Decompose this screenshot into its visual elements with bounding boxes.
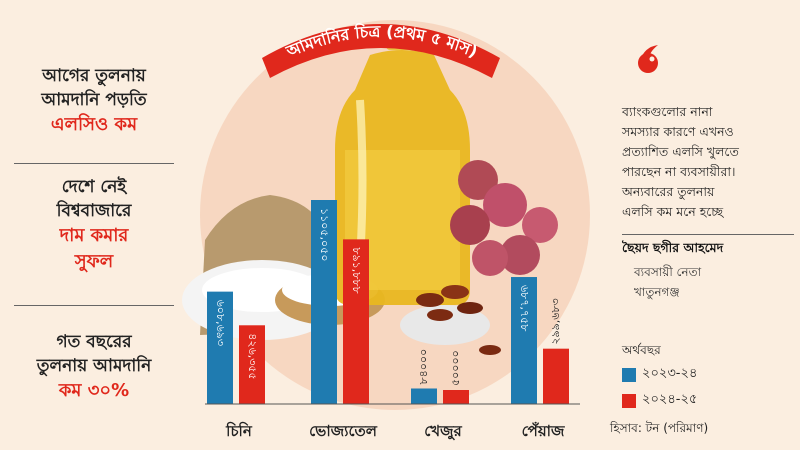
author-location: খাতুনগঞ্জ [634, 285, 680, 299]
chart-title: আমদানির চিত্র (প্রথম ৫ মাস) [283, 21, 481, 61]
background-circle [200, 20, 590, 410]
bar-value-label: ৫০০০০ [449, 350, 462, 386]
onion-illustration [450, 160, 558, 276]
sugar-sack-illustration [182, 195, 342, 340]
bar-value-label: ৪২৬,৩৫৫ [246, 333, 259, 379]
quote-line: পারছেন না ব্যবসায়ীরা। [622, 164, 736, 179]
legend-swatch [622, 367, 636, 382]
legend-item-2023: ২০২৩-২৪ [622, 364, 697, 385]
fact-2-line-2: বিশ্ববাজারে [56, 201, 132, 221]
fact-block-3: গত বছরের তুলনায় আমদানি কম ৩০% [8, 330, 180, 404]
bar-value-label: ৮৪০০০ [417, 349, 430, 385]
unit-note: হিসাব: টন (পরিমাণ) [610, 421, 709, 435]
quote-line: অন্যবারের তুলনায় [622, 184, 715, 199]
left-panel: আগের তুলনায় আমদানি পড়তি এলসিও কম দেশে … [0, 0, 190, 450]
author-role-line: ব্যবসায়ী নেতা [634, 265, 702, 279]
category-label: পেঁয়াজ [521, 422, 565, 440]
bar-value-label: ৮৯১,৮৮৮ [350, 247, 363, 293]
quote-author-role: ব্যবসায়ী নেতা খাতুনগঞ্জ [634, 262, 701, 302]
title-ribbon: আমদানির চিত্র (প্রথম ৫ মাস) [262, 21, 500, 78]
fact-2-line-1: দেশে নেই [61, 177, 127, 197]
legend-label: ২০২৩-২৪ [642, 366, 698, 381]
category-label: ভোজ্যতেল [309, 422, 377, 440]
fact-2-highlight-2: সুফল [74, 251, 114, 272]
quote-line: এলসি কম মনে হচ্ছে [622, 204, 724, 219]
fact-3-line-2: তুলনায় আমদানি [36, 356, 152, 376]
fact-3-line-1: গত বছরের [56, 332, 132, 352]
fact-block-1: আগের তুলনায় আমদানি পড়তি এলসিও কম [8, 64, 180, 138]
fact-1-line-1: আগের তুলনায় [42, 66, 146, 86]
fact-2-highlight-1: দাম কমার [59, 225, 129, 246]
bar-value-label: ২৯৯,৬৮৩ [549, 298, 562, 344]
quote-line: প্রত্যাশিত এলসি খুলতে [622, 144, 739, 159]
bar-2023-24 [311, 200, 337, 404]
fact-1-highlight: এলসিও কম [50, 114, 138, 135]
bar-2024-25 [443, 390, 469, 404]
bars: ৬০৮,৬৯৩ ৪২৬,৩৫৫ ১১০৫,০৫০ ৮৯১,৮৮৮ ৮৪০০০ ৫০০০০ ৬… [207, 200, 569, 404]
svg-text:আমদানির চিত্র (প্রথম ৫ মাস): আমদানির চিত্র (প্রথম ৫ মাস) [283, 21, 481, 61]
bar-2023-24 [511, 277, 537, 404]
bar-value-label: ১১০৫,০৫০ [318, 208, 331, 262]
fact-1-line-2: আমদানি পড়তি [41, 90, 147, 110]
oil-bottle-illustration [335, 28, 470, 305]
category-label: চিনি [226, 422, 252, 440]
category-label: খেজুর [424, 422, 462, 440]
legend-label: ২০২৪-২৫ [642, 392, 698, 407]
bar-2024-25 [343, 239, 369, 404]
fact-3-highlight: কম ৩০% [58, 380, 130, 401]
fact-block-2: দেশে নেই বিশ্ববাজারে দাম কমার সুফল [8, 175, 180, 275]
bar-2024-25 [543, 348, 569, 404]
quote-author: ছৈয়দ ছগীর আহমেদ [622, 240, 724, 255]
legend-title: অর্থবছর [622, 343, 661, 357]
divider [14, 163, 174, 164]
bar-value-label: ৬৮৭,৭৫৮ [518, 285, 531, 331]
bar-2023-24 [411, 388, 437, 404]
legend-swatch [622, 393, 636, 408]
divider [14, 305, 174, 306]
quote-text: ব্যাংকগুলোর নানা সমস্যার কারণে এখনও প্রত… [622, 102, 800, 222]
quote-line: সমস্যার কারণে এখনও [622, 124, 734, 139]
dates-illustration [400, 285, 501, 355]
quote-line: ব্যাংকগুলোর নানা [622, 104, 713, 119]
sugar-bowl-illustration [275, 274, 385, 325]
legend-item-2024: ২০২৪-২৫ [622, 390, 697, 411]
quote-panel: ব্যাংকগুলোর নানা সমস্যার কারণে এখনও প্রত… [608, 0, 800, 450]
bar-2023-24 [207, 291, 233, 404]
divider [622, 234, 794, 235]
bar-2024-25 [239, 325, 265, 404]
quote-icon [638, 45, 658, 73]
bar-value-label: ৬০৮,৬৯৩ [214, 300, 227, 346]
